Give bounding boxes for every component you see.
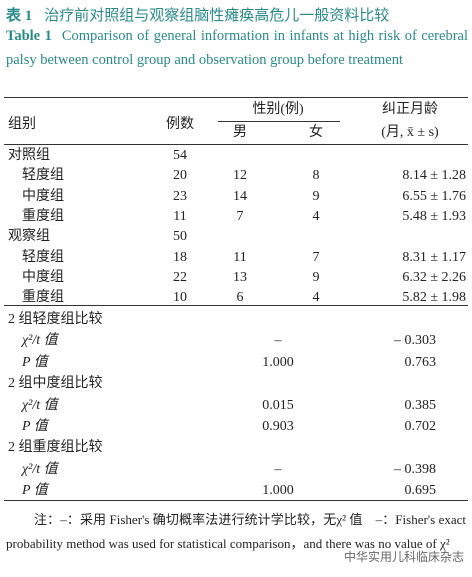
english-label: Table 1	[6, 28, 52, 44]
comparison-title: 2 组轻度组比较	[8, 312, 103, 327]
age: 8.31 ± 1.17	[402, 249, 466, 265]
subgroup-name: 重度组	[22, 208, 64, 224]
sex-rule	[218, 121, 340, 122]
count: 11	[173, 208, 187, 224]
count: 22	[173, 269, 187, 285]
age: 8.14 ± 1.28	[402, 168, 466, 184]
count: 10	[173, 290, 187, 306]
sex-stat: –	[274, 333, 282, 349]
col-header: 男	[233, 125, 247, 140]
age-stat: 0.385	[404, 397, 437, 413]
comparison-title: 2 组重度组比较	[8, 440, 103, 456]
female-count: 4	[312, 290, 320, 306]
age: 6.32 ± 2.26	[402, 269, 466, 285]
col-header: (月, x̄ ± s)	[381, 125, 439, 140]
female-count: 9	[312, 188, 320, 204]
count: 23	[173, 188, 187, 204]
count: 54	[173, 148, 187, 163]
bottom-rule	[4, 500, 468, 501]
stat-label: P 值	[22, 354, 48, 370]
female-count: 4	[312, 208, 320, 224]
age-stat: 0.763	[404, 354, 437, 370]
stat-label: P 值	[22, 419, 48, 434]
col-header: 纠正月龄	[382, 102, 438, 117]
col-header: 女	[309, 125, 323, 140]
sex-stat: 0.903	[262, 419, 294, 434]
english-title-text: Comparison of general information in inf…	[6, 28, 468, 68]
male-count: 13	[233, 269, 247, 285]
note: 注：–：采用 Fisher's 确切概率法进行统计学比较，无χ² 值 –：Fis…	[6, 512, 466, 551]
col-header: 组别	[8, 117, 36, 132]
table-title: 治疗前对照组与观察组脑性瘫痪高危儿一般资料比较	[44, 8, 390, 24]
mid-rule	[4, 305, 468, 306]
age: 5.48 ± 1.93	[402, 208, 466, 224]
group-name: 对照组	[8, 148, 50, 163]
count: 18	[173, 249, 187, 265]
col-header: 例数	[166, 117, 194, 132]
english-title: Table 1 Comparison of general information…	[6, 24, 468, 72]
female-count: 8	[312, 168, 320, 184]
subgroup-name: 轻度组	[22, 168, 64, 184]
age-stat: 0.702	[404, 419, 437, 434]
sex-stat: 1.000	[262, 354, 294, 370]
header-rule	[4, 144, 468, 145]
stat-label: χ²/t 值	[22, 461, 58, 477]
col-header: 性别(例)	[252, 102, 304, 117]
age-stat: – 0.303	[394, 333, 436, 349]
male-count: 6	[236, 290, 244, 306]
comparison-title: 2 组中度组比较	[8, 376, 103, 392]
female-count: 7	[312, 249, 320, 265]
stat-label: χ²/t 值	[22, 333, 58, 349]
age: 6.55 ± 1.76	[402, 188, 466, 204]
sex-stat: 0.015	[262, 397, 294, 413]
sex-stat: 1.000	[262, 483, 294, 499]
age-stat: 0.695	[404, 483, 437, 499]
sex-stat: –	[274, 461, 282, 477]
title: 表 1 治疗前对照组与观察组脑性瘫痪高危儿一般资料比较	[6, 4, 389, 25]
female-count: 9	[312, 269, 320, 285]
watermark: 中华实用儿科临床杂志	[343, 550, 464, 564]
subgroup-name: 中度组	[22, 188, 64, 204]
age-stat: – 0.398	[394, 461, 436, 477]
top-rule	[4, 97, 468, 98]
male-count: 7	[236, 208, 244, 224]
stat-label: P 值	[22, 483, 48, 499]
male-count: 11	[233, 249, 247, 265]
stat-label: χ²/t 值	[22, 397, 58, 413]
subgroup-name: 重度组	[22, 290, 64, 306]
count: 50	[173, 229, 187, 245]
count: 20	[173, 168, 187, 184]
table-label: 表 1	[6, 8, 33, 24]
male-count: 14	[233, 188, 247, 204]
age: 5.82 ± 1.98	[402, 290, 466, 306]
male-count: 12	[233, 168, 247, 184]
subgroup-name: 轻度组	[22, 249, 64, 265]
group-name: 观察组	[8, 229, 50, 245]
subgroup-name: 中度组	[22, 269, 64, 285]
